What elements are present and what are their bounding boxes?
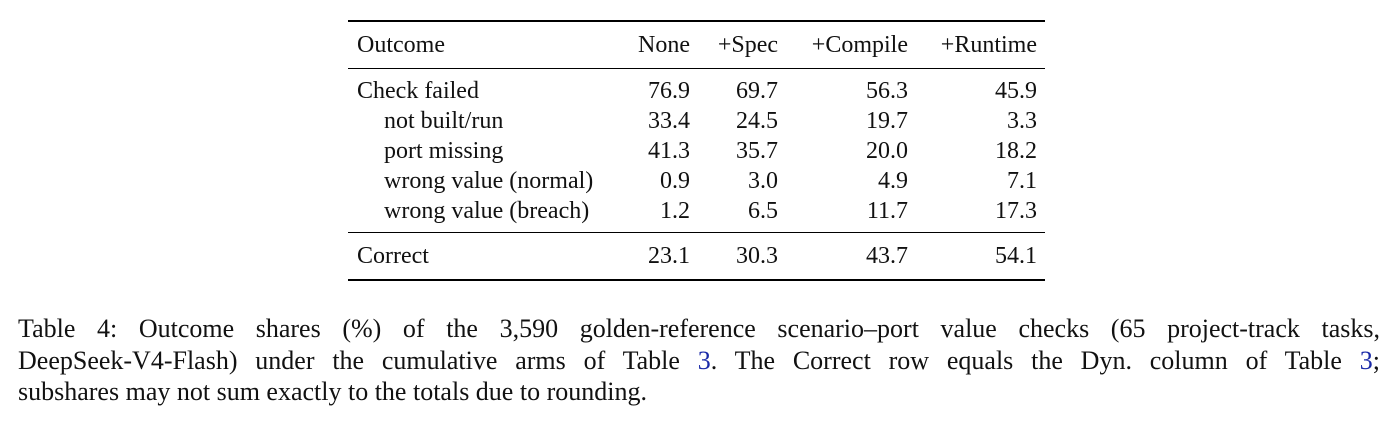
cell: 0.9 — [660, 168, 690, 194]
row-label: Correct — [348, 232, 625, 280]
caption: Table 4: Outcome shares (%) of the 3,590… — [18, 313, 1380, 408]
header-cell: Outcome — [348, 21, 625, 69]
row-label: wrong value (breach) — [384, 198, 590, 224]
caption-text: DeepSeek-V4-Flash) under the cumulative … — [18, 345, 698, 375]
caption-line: DeepSeek-V4-Flash) under the cumulative … — [18, 345, 1380, 377]
header-cell: +Runtime — [916, 21, 1045, 69]
cell: 76.9 — [648, 78, 690, 104]
cell: 7.1 — [1007, 168, 1037, 194]
caption-line: Table 4: Outcome shares (%) of the 3,590… — [18, 313, 1380, 345]
caption-text: ; — [1372, 345, 1380, 375]
cell: 19.7 — [866, 108, 908, 134]
table-row: wrong value (normal) 0.9 3.0 4.9 7.1 — [348, 166, 1045, 196]
row-label: not built/run — [384, 108, 504, 134]
table-row: wrong value (breach) 1.2 6.5 11.7 17.3 — [348, 196, 1045, 233]
cell: 3.3 — [1007, 108, 1037, 134]
header-cell: +Compile — [786, 21, 916, 69]
cell: 4.9 — [878, 168, 908, 194]
caption-text: . The Correct row equals the Dyn. column… — [710, 345, 1360, 375]
table-ref: 3 — [1359, 345, 1373, 375]
table-row: not built/run 33.4 24.5 19.7 3.3 — [348, 106, 1045, 136]
cell: 30.3 — [698, 232, 786, 280]
cell: 43.7 — [786, 232, 916, 280]
table-row: Correct 23.1 30.3 43.7 54.1 — [348, 232, 1045, 280]
table-ref: 3 — [697, 345, 711, 375]
cell: 11.7 — [866, 198, 908, 224]
cell: 24.5 — [736, 108, 778, 134]
cell: 18.2 — [995, 138, 1037, 164]
row-label: Check failed — [357, 78, 479, 104]
caption-text: subshares may not sum exactly to the tot… — [18, 377, 647, 406]
cell: 56.3 — [866, 78, 908, 104]
cell: 17.3 — [995, 198, 1037, 224]
cell: 41.3 — [648, 138, 690, 164]
cell: 35.7 — [736, 138, 778, 164]
table-row: port missing 41.3 35.7 20.0 18.2 — [348, 136, 1045, 166]
cell: 23.1 — [625, 232, 698, 280]
row-label: port missing — [384, 138, 504, 164]
cell: 20.0 — [866, 138, 908, 164]
cell: 54.1 — [916, 232, 1045, 280]
row-label: wrong value (normal) — [384, 168, 594, 194]
cell: 45.9 — [995, 78, 1037, 104]
caption-text: Table 4: Outcome shares (%) of the 3,590… — [18, 314, 1380, 343]
cell: 33.4 — [648, 108, 690, 134]
cell: 69.7 — [736, 78, 778, 104]
header-cell: +Spec — [698, 21, 786, 69]
cell: 6.5 — [748, 198, 778, 224]
cell: 1.2 — [660, 198, 690, 224]
cell: 3.0 — [748, 168, 778, 194]
caption-line: subshares may not sum exactly to the tot… — [18, 376, 1380, 408]
header-row: Outcome None +Spec +Compile +Runtime — [348, 21, 1045, 69]
results-table: Outcome None +Spec +Compile +Runtime Check fa… — [348, 20, 1045, 281]
header-cell: None — [625, 21, 698, 69]
table-row: Check failed 76.9 69.7 56.3 45.9 — [348, 69, 1045, 107]
